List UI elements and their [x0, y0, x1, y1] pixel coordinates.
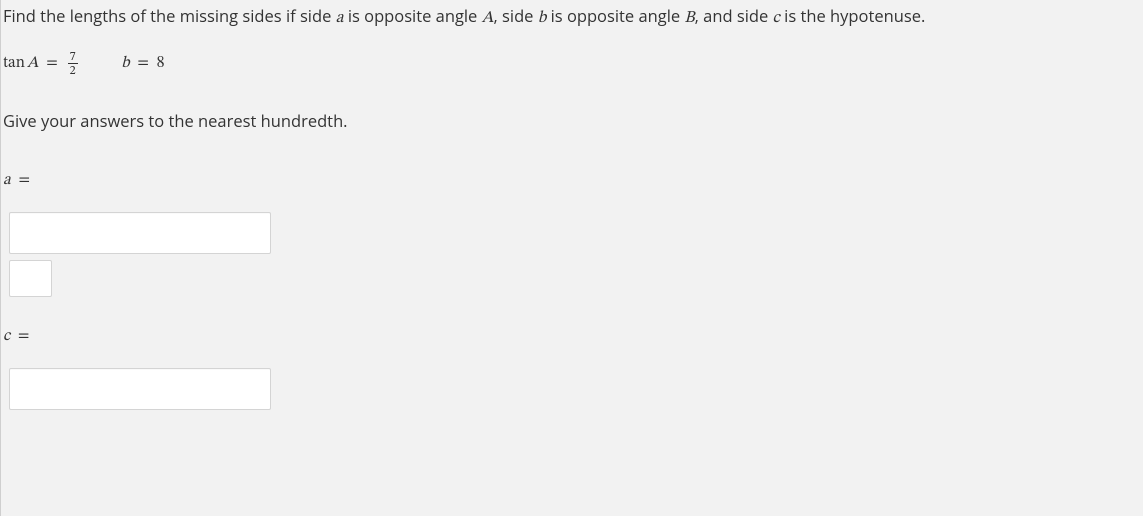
var-B: B	[684, 9, 694, 26]
prompt-text-1: Find the lengths of the missing sides if…	[3, 4, 336, 27]
var-a: a	[336, 9, 344, 26]
prompt-text-3: , side	[493, 4, 537, 27]
answer-c-equals: =	[14, 328, 34, 344]
equals-2: =	[133, 55, 153, 71]
prompt-text-5: , and side	[695, 4, 773, 27]
equals-1: =	[42, 55, 62, 71]
answer-c-input[interactable]	[9, 368, 271, 410]
prompt-text-2: is opposite angle	[344, 4, 482, 27]
tan-var: A	[27, 55, 39, 71]
var-c: c	[773, 9, 780, 26]
answer-a-aux-button[interactable]	[9, 260, 52, 297]
instruction-text: Give your answers to the nearest hundred…	[1, 85, 1143, 140]
prompt-text-4: is opposite angle	[546, 4, 684, 27]
fraction-numerator: 7	[68, 50, 78, 63]
answer-a-equals: =	[14, 172, 34, 188]
given-b-var: b	[121, 55, 129, 71]
given-b-value: 8	[157, 55, 165, 71]
given-values: tan A = 7 2 b = 8	[1, 36, 1143, 85]
fraction-denominator: 2	[68, 63, 78, 77]
answer-a-input[interactable]	[9, 212, 271, 254]
answer-a-label: a =	[1, 140, 1143, 194]
answer-c-label: c =	[1, 300, 1143, 350]
question-prompt: Find the lengths of the missing sides if…	[1, 0, 1143, 36]
tan-label: tan	[3, 55, 25, 71]
prompt-text-6: is the hypotenuse.	[780, 4, 925, 27]
answer-c-var: c	[3, 328, 10, 344]
answer-a-var: a	[3, 172, 11, 188]
var-A: A	[482, 9, 494, 26]
fraction: 7 2	[68, 50, 78, 77]
